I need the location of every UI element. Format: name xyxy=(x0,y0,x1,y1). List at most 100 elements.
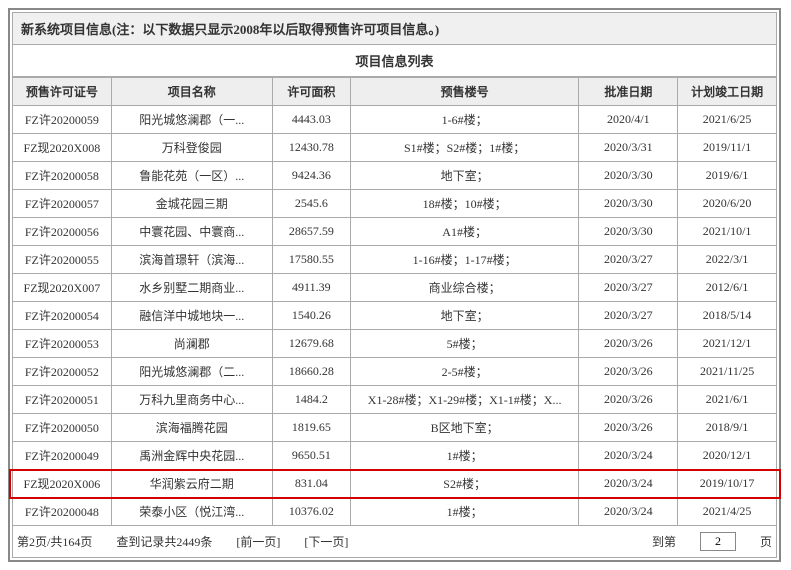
cell-permit: FZ许20200056 xyxy=(13,218,112,246)
cell-permit: FZ许20200050 xyxy=(13,414,112,442)
cell-area: 12430.78 xyxy=(272,134,350,162)
cell-name: 尚澜郡 xyxy=(111,330,272,358)
col-header-name: 项目名称 xyxy=(111,78,272,106)
cell-plan: 2021/12/1 xyxy=(678,330,777,358)
cell-name: 水乡别墅二期商业... xyxy=(111,274,272,302)
cell-area: 18660.28 xyxy=(272,358,350,386)
cell-area: 4911.39 xyxy=(272,274,350,302)
table-row[interactable]: FZ现2020X006华润紫云府二期831.04S2#楼；2020/3/2420… xyxy=(13,470,777,498)
record-count: 查到记录共2449条 xyxy=(116,533,212,550)
cell-bldg: S1#楼；S2#楼；1#楼； xyxy=(350,134,579,162)
table-row[interactable]: FZ许20200051万科九里商务中心...1484.2X1-28#楼；X1-2… xyxy=(13,386,777,414)
cell-bldg: 商业综合楼； xyxy=(350,274,579,302)
cell-plan: 2020/12/1 xyxy=(678,442,777,470)
cell-area: 10376.02 xyxy=(272,498,350,526)
cell-plan: 2021/11/25 xyxy=(678,358,777,386)
col-header-permit: 预售许可证号 xyxy=(13,78,112,106)
cell-approve: 2020/3/27 xyxy=(579,246,678,274)
table-row[interactable]: FZ许20200048荣泰小区（悦江湾...10376.021#楼；2020/3… xyxy=(13,498,777,526)
pager-bar: 第2页/共164页 查到记录共2449条 [前一页] [下一页] 到第 页 xyxy=(12,526,777,558)
table-row[interactable]: FZ现2020X007水乡别墅二期商业...4911.39商业综合楼；2020/… xyxy=(13,274,777,302)
cell-name: 华润紫云府二期 xyxy=(111,470,272,498)
cell-bldg: 5#楼； xyxy=(350,330,579,358)
cell-name: 金城花园三期 xyxy=(111,190,272,218)
project-info-table: 预售许可证号 项目名称 许可面积 预售楼号 批准日期 计划竣工日期 FZ许202… xyxy=(12,77,777,526)
cell-name: 中寰花园、中寰商... xyxy=(111,218,272,246)
cell-name: 荣泰小区（悦江湾... xyxy=(111,498,272,526)
cell-approve: 2020/3/26 xyxy=(579,414,678,442)
cell-bldg: 2-5#楼； xyxy=(350,358,579,386)
cell-name: 万科九里商务中心... xyxy=(111,386,272,414)
cell-bldg: X1-28#楼；X1-29#楼；X1-1#楼；X... xyxy=(350,386,579,414)
cell-bldg: 1#楼； xyxy=(350,442,579,470)
cell-permit: FZ许20200059 xyxy=(13,106,112,134)
cell-area: 9650.51 xyxy=(272,442,350,470)
col-header-approve: 批准日期 xyxy=(579,78,678,106)
table-header-row: 预售许可证号 项目名称 许可面积 预售楼号 批准日期 计划竣工日期 xyxy=(13,78,777,106)
table-row[interactable]: FZ许20200057金城花园三期2545.618#楼；10#楼；2020/3/… xyxy=(13,190,777,218)
cell-plan: 2021/10/1 xyxy=(678,218,777,246)
table-row[interactable]: FZ许20200052阳光城悠澜郡（二...18660.282-5#楼；2020… xyxy=(13,358,777,386)
table-row[interactable]: FZ许20200054融信洋中城地块一...1540.26地下室；2020/3/… xyxy=(13,302,777,330)
cell-plan: 2018/9/1 xyxy=(678,414,777,442)
cell-area: 1819.65 xyxy=(272,414,350,442)
cell-permit: FZ许20200054 xyxy=(13,302,112,330)
cell-plan: 2021/6/25 xyxy=(678,106,777,134)
cell-approve: 2020/3/26 xyxy=(579,330,678,358)
cell-bldg: 地下室； xyxy=(350,162,579,190)
cell-plan: 2019/11/1 xyxy=(678,134,777,162)
cell-plan: 2022/3/1 xyxy=(678,246,777,274)
cell-area: 1540.26 xyxy=(272,302,350,330)
cell-name: 阳光城悠澜郡（二... xyxy=(111,358,272,386)
table-row[interactable]: FZ许20200053尚澜郡12679.685#楼；2020/3/262021/… xyxy=(13,330,777,358)
cell-area: 831.04 xyxy=(272,470,350,498)
cell-approve: 2020/3/30 xyxy=(579,162,678,190)
page-info: 第2页/共164页 xyxy=(17,533,92,550)
cell-area: 2545.6 xyxy=(272,190,350,218)
page-number-input[interactable] xyxy=(700,532,736,551)
cell-approve: 2020/3/30 xyxy=(579,190,678,218)
table-row[interactable]: FZ许20200056中寰花园、中寰商...28657.59A1#楼；2020/… xyxy=(13,218,777,246)
cell-name: 阳光城悠澜郡（一... xyxy=(111,106,272,134)
cell-area: 4443.03 xyxy=(272,106,350,134)
cell-plan: 2019/10/17 xyxy=(678,470,777,498)
cell-bldg: 1-6#楼； xyxy=(350,106,579,134)
table-row[interactable]: FZ许20200049禹洲金辉中央花园...9650.511#楼；2020/3/… xyxy=(13,442,777,470)
table-row[interactable]: FZ许20200050滨海福腾花园1819.65B区地下室；2020/3/262… xyxy=(13,414,777,442)
cell-approve: 2020/3/26 xyxy=(579,386,678,414)
table-row[interactable]: FZ许20200058鲁能花苑（一区）...9424.36地下室；2020/3/… xyxy=(13,162,777,190)
table-row[interactable]: FZ现2020X008万科登俊园12430.78S1#楼；S2#楼；1#楼；20… xyxy=(13,134,777,162)
system-title-bar: 新系统项目信息(注：以下数据只显示2008年以后取得预售许可项目信息。) xyxy=(12,12,777,45)
col-header-plan: 计划竣工日期 xyxy=(678,78,777,106)
cell-plan: 2018/5/14 xyxy=(678,302,777,330)
table-row[interactable]: FZ许20200055滨海首璟轩（滨海...17580.551-16#楼；1-1… xyxy=(13,246,777,274)
cell-area: 17580.55 xyxy=(272,246,350,274)
cell-bldg: A1#楼； xyxy=(350,218,579,246)
cell-area: 9424.36 xyxy=(272,162,350,190)
table-row[interactable]: FZ许20200059阳光城悠澜郡（一...4443.031-6#楼；2020/… xyxy=(13,106,777,134)
next-page-link[interactable]: [下一页] xyxy=(304,533,348,550)
cell-approve: 2020/3/24 xyxy=(579,442,678,470)
prev-page-link[interactable]: [前一页] xyxy=(236,533,280,550)
cell-approve: 2020/3/27 xyxy=(579,274,678,302)
cell-approve: 2020/3/30 xyxy=(579,218,678,246)
cell-approve: 2020/3/31 xyxy=(579,134,678,162)
cell-bldg: S2#楼； xyxy=(350,470,579,498)
cell-bldg: 1#楼； xyxy=(350,498,579,526)
cell-name: 滨海福腾花园 xyxy=(111,414,272,442)
cell-approve: 2020/3/24 xyxy=(579,470,678,498)
cell-name: 融信洋中城地块一... xyxy=(111,302,272,330)
cell-permit: FZ许20200057 xyxy=(13,190,112,218)
cell-plan: 2012/6/1 xyxy=(678,274,777,302)
cell-permit: FZ许20200055 xyxy=(13,246,112,274)
cell-name: 万科登俊园 xyxy=(111,134,272,162)
cell-name: 滨海首璟轩（滨海... xyxy=(111,246,272,274)
cell-permit: FZ许20200052 xyxy=(13,358,112,386)
col-header-bldg: 预售楼号 xyxy=(350,78,579,106)
cell-permit: FZ现2020X007 xyxy=(13,274,112,302)
cell-permit: FZ许20200053 xyxy=(13,330,112,358)
cell-area: 1484.2 xyxy=(272,386,350,414)
cell-bldg: 1-16#楼；1-17#楼； xyxy=(350,246,579,274)
cell-area: 12679.68 xyxy=(272,330,350,358)
cell-approve: 2020/4/1 xyxy=(579,106,678,134)
